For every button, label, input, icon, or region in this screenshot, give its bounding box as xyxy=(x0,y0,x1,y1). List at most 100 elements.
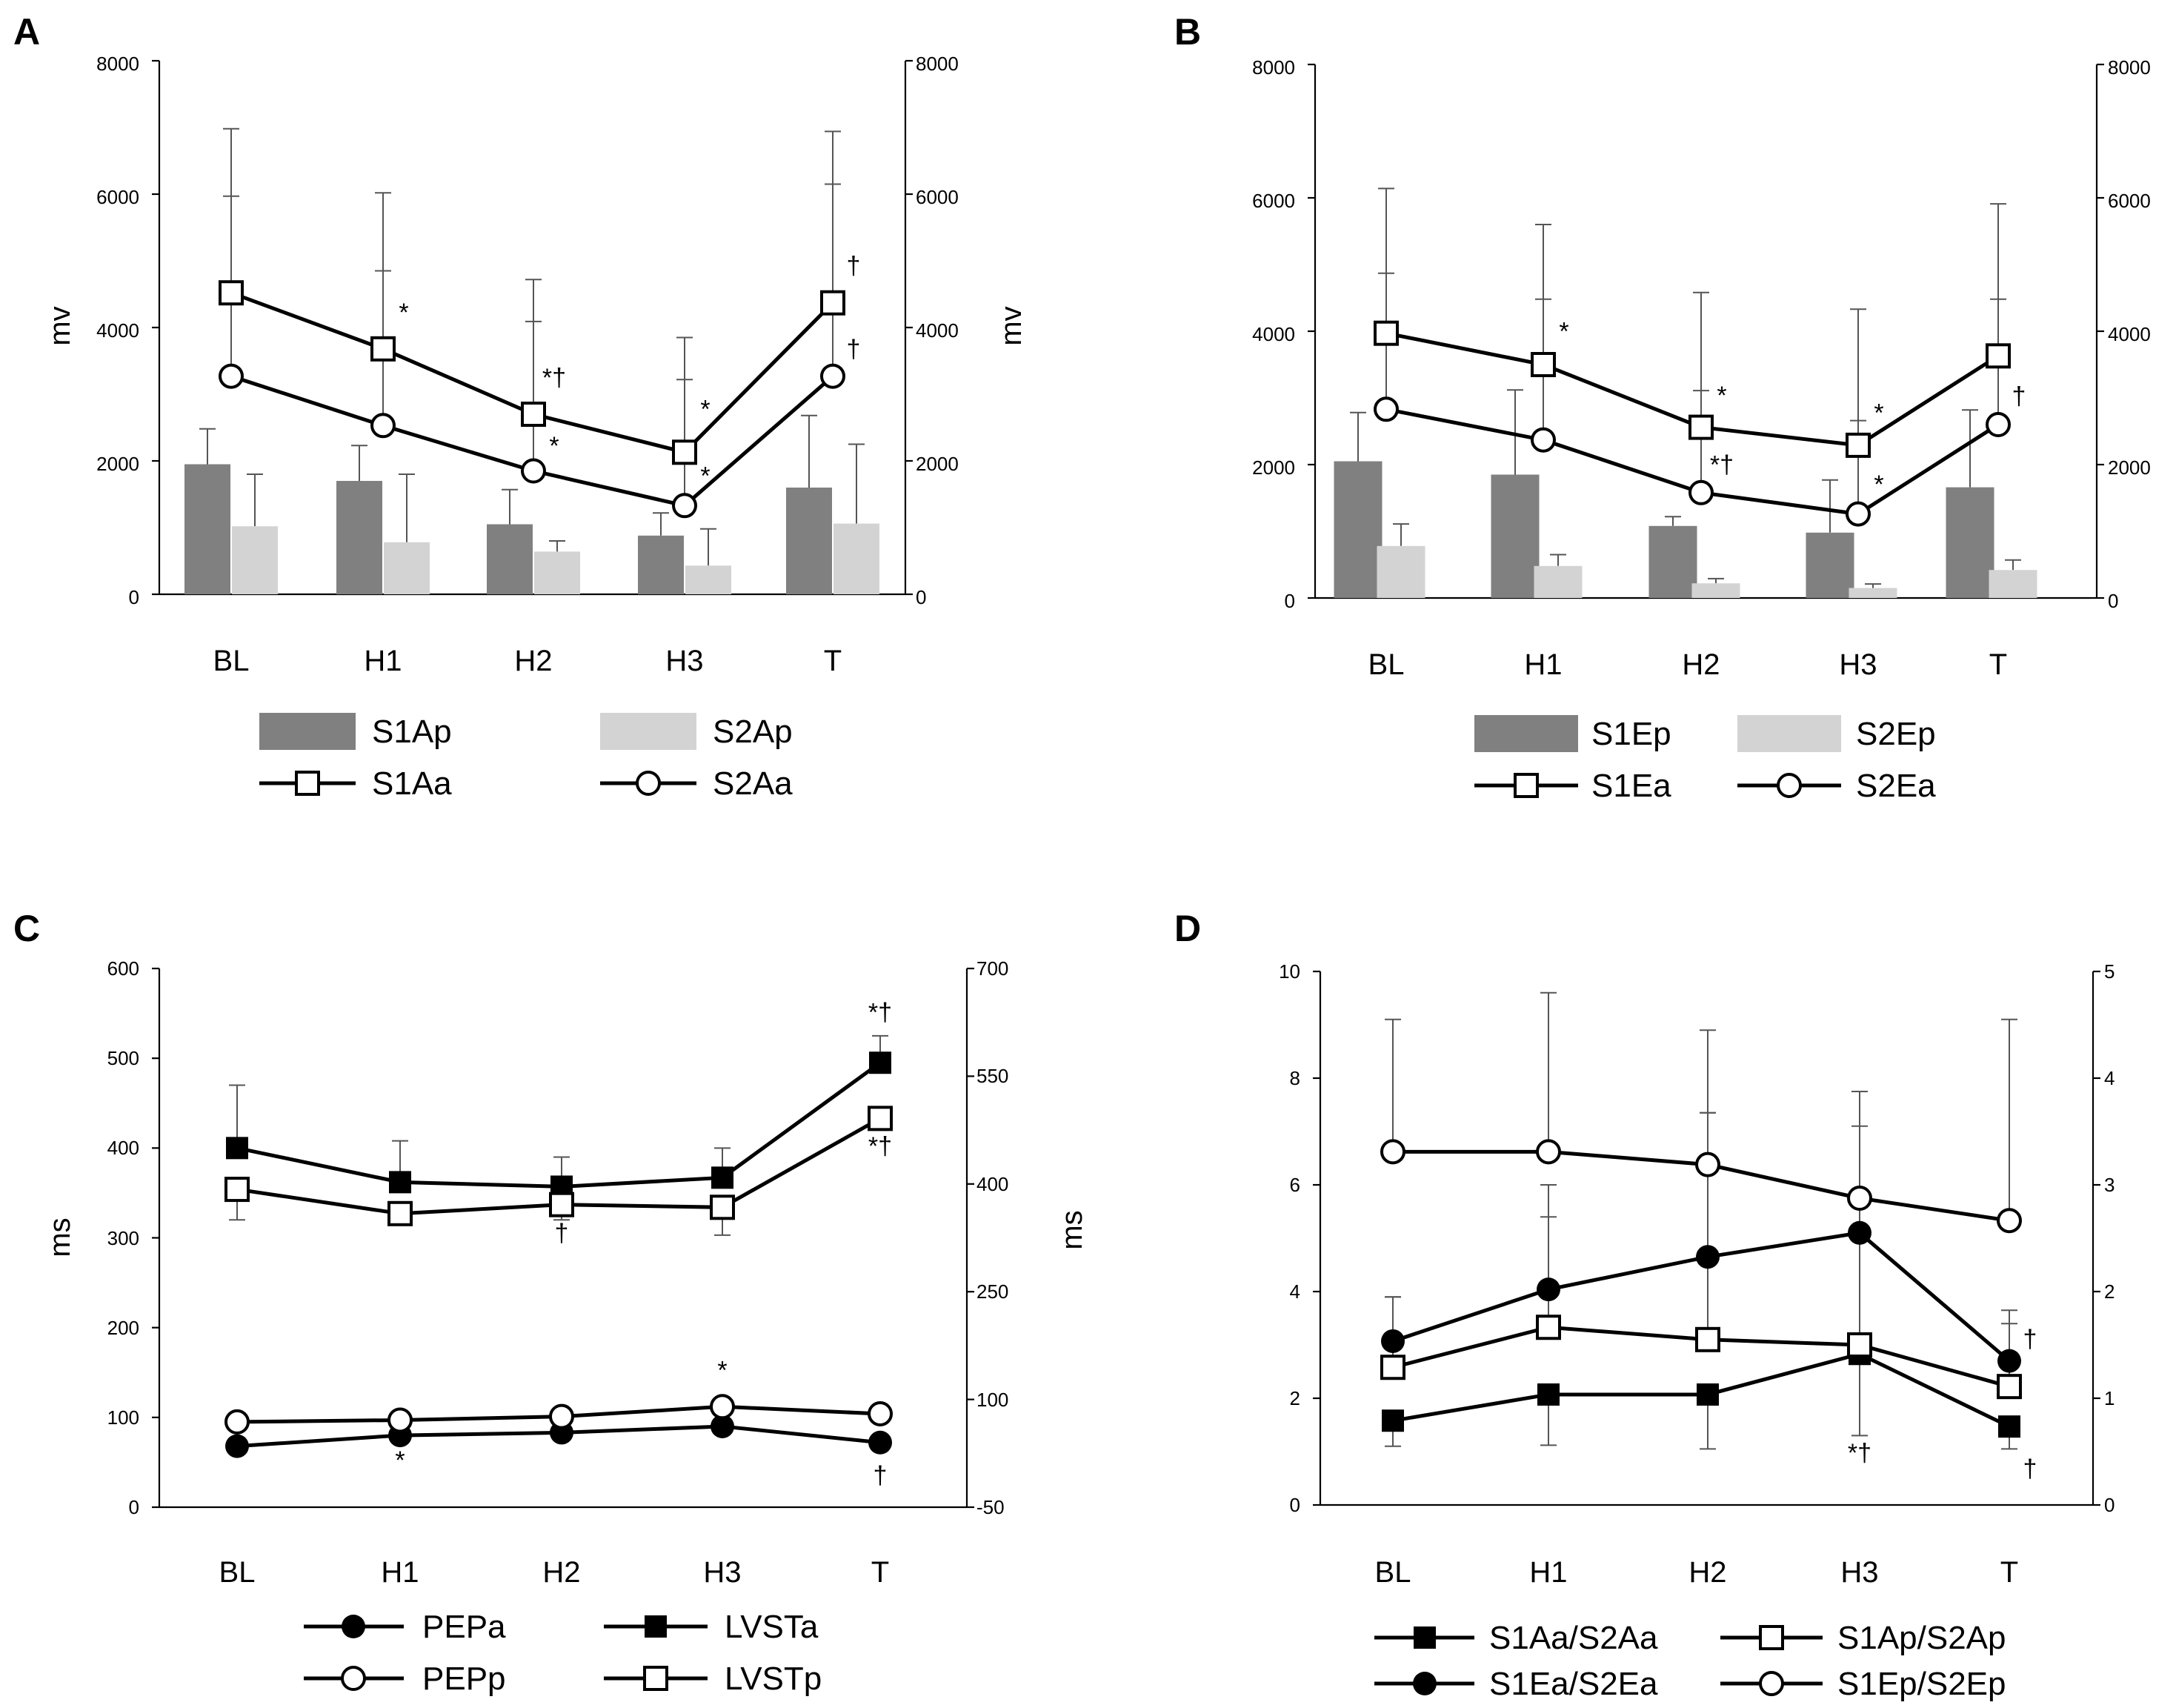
bar-s2ap xyxy=(685,565,731,594)
bar-s1ep xyxy=(1806,532,1854,598)
panel-c-ytick-right: -50 xyxy=(976,1496,1005,1518)
point-lvsta xyxy=(389,1171,411,1194)
legend-label: PEPa xyxy=(422,1609,506,1645)
point-s1aa xyxy=(521,402,546,427)
panel-c-ytick: 500 xyxy=(107,1047,139,1069)
point-lvstp xyxy=(549,1192,574,1217)
panel-d-ytick: 0 xyxy=(1290,1494,1300,1516)
legend-marker-square-open xyxy=(1514,773,1539,798)
panel-a-ytick: 0 xyxy=(129,586,139,608)
panel-a-cat: H1 xyxy=(364,645,402,677)
legend-marker-circle-open xyxy=(1759,1671,1784,1696)
legend-label: S1Ea/S2Ea xyxy=(1489,1666,1658,1702)
point-lvsta xyxy=(869,1051,891,1074)
panel-c-plot: *†*††**† xyxy=(152,967,974,1509)
point-s1ea xyxy=(1374,320,1399,346)
panel-b-ytick-right: 2000 xyxy=(2108,456,2151,479)
point-s1aa xyxy=(820,290,845,316)
point-s2aa xyxy=(820,363,845,389)
panel-d-ytick-right: 5 xyxy=(2104,960,2115,983)
panel-c-ytick-right: 400 xyxy=(976,1173,1008,1195)
panel-c-ytick-right: 100 xyxy=(976,1389,1008,1411)
point-s1ap-s2ap xyxy=(1536,1315,1561,1340)
significance-marker: † xyxy=(2023,1326,2037,1354)
panel-a-cat: BL xyxy=(213,645,250,677)
point-s1ep-s2ep xyxy=(1536,1139,1561,1165)
point-s1ap-s2ap xyxy=(1847,1332,1872,1358)
panel-c-ticks-left: 0 100 200 300 400 500 600 xyxy=(107,957,139,1518)
legend-label: LVSTa xyxy=(725,1609,819,1645)
legend-label: S2Ep xyxy=(1856,716,1936,752)
significance-marker: † xyxy=(874,1461,888,1489)
point-s1ep-s2ep xyxy=(1847,1186,1872,1211)
panel-c-ticks-right: -50 100 250 400 550 700 xyxy=(976,957,1008,1518)
panel-c-ytick-right: 250 xyxy=(976,1280,1008,1303)
significance-marker: * xyxy=(1559,318,1568,346)
panel-b-ytick-right: 4000 xyxy=(2108,323,2151,345)
panel-d-legend: S1Aa/S2Aa S1Ap/S2Ap S1Ea/S2Ea S1Ep/S2Ep xyxy=(1374,1620,2006,1702)
panel-c-ytick: 300 xyxy=(107,1227,139,1249)
significance-marker: * xyxy=(395,1446,405,1475)
point-s1aa-s2aa xyxy=(1998,1415,2020,1438)
legend-label: S1Ep/S2Ep xyxy=(1837,1666,2006,1702)
panel-a-cat: H3 xyxy=(665,645,703,677)
significance-marker: *† xyxy=(868,998,892,1026)
panel-d-letter: D xyxy=(1174,908,1201,949)
panel-a-ytick: 4000 xyxy=(96,319,139,342)
point-s1ea xyxy=(1531,352,1556,377)
significance-marker: * xyxy=(1717,382,1726,410)
panel-b-ytick: 6000 xyxy=(1252,190,1295,212)
legend-label: S2Ap xyxy=(713,714,793,750)
point-lvsta xyxy=(226,1137,248,1160)
point-s1ap-s2ap xyxy=(1695,1326,1720,1352)
panel-b-cat: H3 xyxy=(1839,648,1877,681)
point-s1ea-s2ea xyxy=(1848,1220,1871,1245)
panel-c-ytick: 100 xyxy=(107,1406,139,1429)
panel-b-cat: BL xyxy=(1368,648,1405,681)
bar-s2ep xyxy=(1534,565,1583,598)
legend-marker-circle-filled xyxy=(342,1615,365,1638)
point-s1ap-s2ap xyxy=(1380,1355,1405,1380)
significance-marker: *† xyxy=(1848,1439,1871,1467)
bar-s2ap xyxy=(384,542,430,594)
panel-b-plot: ***†**† xyxy=(1308,63,2104,599)
point-s2ea xyxy=(1986,412,2011,437)
panel-a-ylabel: mv xyxy=(44,306,76,345)
bar-s1ap xyxy=(487,524,533,594)
legend-label: S2Ea xyxy=(1856,768,1936,804)
panel-c-ylabel: ms xyxy=(44,1217,76,1257)
panel-d-ytick: 6 xyxy=(1290,1174,1300,1196)
bar-s1ap xyxy=(336,481,382,594)
point-pepa xyxy=(225,1434,249,1458)
panel-a-ytick-right: 6000 xyxy=(916,186,959,208)
point-s1ea xyxy=(1688,414,1714,440)
panel-a-legend: S1Ap S2Ap S1Aa S2Aa xyxy=(259,713,793,802)
point-pepa xyxy=(868,1430,892,1455)
panel-a-plot: **†***†† xyxy=(152,59,913,596)
legend-marker-square-filled xyxy=(1414,1626,1436,1649)
panel-a-letter: A xyxy=(13,11,40,53)
legend-label: S1Aa xyxy=(372,765,452,802)
significance-marker: * xyxy=(399,299,408,327)
panel-b-letter: B xyxy=(1174,11,1201,53)
point-s1aa xyxy=(370,336,396,362)
bar-s1ap xyxy=(638,535,684,594)
panel-c-categories: BL H1 H2 H3 T xyxy=(219,1556,890,1589)
panel-d-ytick: 2 xyxy=(1290,1387,1300,1409)
panel-d-categories: BL H1 H2 H3 T xyxy=(1375,1556,2019,1589)
panel-a-ticks-left: 0 2000 4000 6000 8000 xyxy=(96,53,139,608)
panel-d-ticks-right: 0 1 2 3 4 5 xyxy=(2104,960,2115,1516)
point-s1ea-s2ea xyxy=(1696,1245,1720,1269)
panel-d-ytick-right: 4 xyxy=(2104,1067,2115,1089)
legend-marker-circle-filled xyxy=(1413,1672,1437,1695)
point-pepp xyxy=(868,1400,893,1426)
significance-marker: * xyxy=(1874,471,1883,499)
point-s1aa xyxy=(672,439,697,465)
point-lvstp xyxy=(868,1106,893,1132)
panel-c-legend: PEPa LVSTa PEPp LVSTp xyxy=(304,1609,822,1697)
point-s2aa xyxy=(672,493,697,519)
point-s1ep-s2ep xyxy=(1997,1208,2022,1234)
bar-s2ap xyxy=(232,526,278,594)
legend-marker-circle-open xyxy=(1777,773,1802,798)
panel-d-ytick-right: 3 xyxy=(2104,1174,2115,1196)
